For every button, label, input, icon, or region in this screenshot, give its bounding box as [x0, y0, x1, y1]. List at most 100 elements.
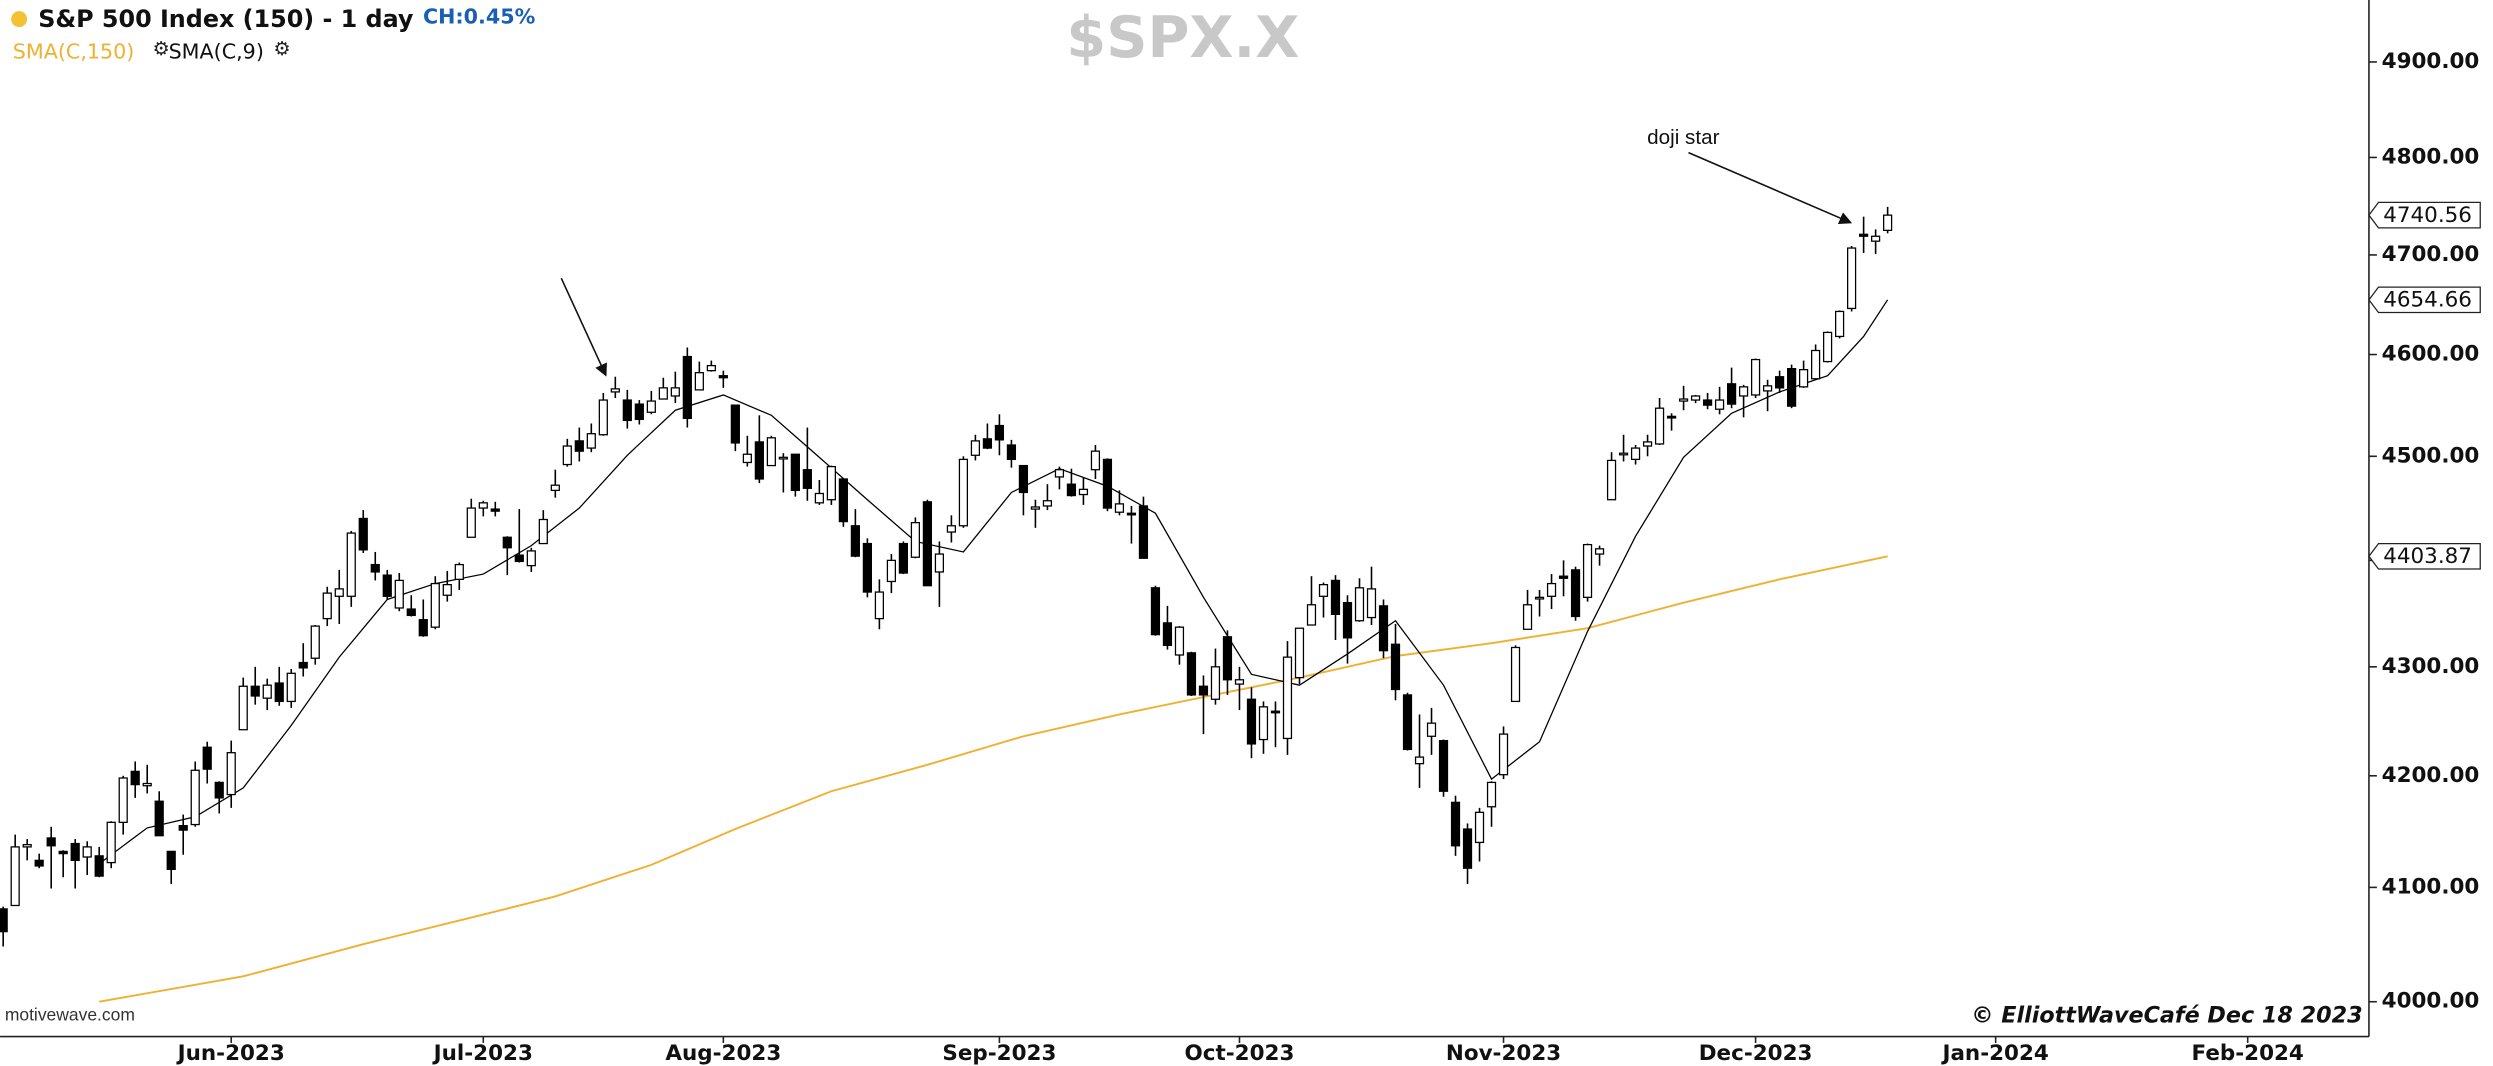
candle-body — [1126, 512, 1137, 516]
candle-body — [754, 441, 764, 480]
candle-body — [1450, 801, 1461, 847]
candle-body — [346, 532, 356, 597]
x-tick-label: Dec-2023 — [1699, 1041, 1813, 1066]
sma-tag: 4403.87 — [2383, 544, 2472, 569]
candle-body — [826, 465, 836, 501]
candle-body — [10, 846, 20, 907]
candle-body — [1774, 376, 1785, 389]
y-tick-label: 4600.00 — [2382, 342, 2480, 367]
watermark: motivewave.com — [5, 1005, 135, 1025]
candle-body — [1462, 828, 1473, 869]
candle-body — [922, 501, 933, 587]
gear-icon[interactable]: ⚙ — [153, 38, 170, 60]
sma-tag: 4654.66 — [2383, 288, 2472, 313]
candle-body — [1030, 506, 1041, 510]
candle-body — [1822, 331, 1833, 363]
candle-body — [274, 682, 284, 703]
candle-body — [1414, 756, 1425, 765]
candle-body — [1018, 464, 1029, 494]
candle-body — [1006, 444, 1017, 461]
candle-body — [958, 458, 969, 527]
candle-body — [250, 685, 260, 697]
y-tick-label: 4800.00 — [2382, 144, 2480, 169]
candle-body — [502, 536, 512, 549]
candle-body — [298, 661, 308, 669]
candle-body — [682, 355, 692, 420]
candle-body — [466, 507, 476, 538]
candle-body — [70, 842, 80, 861]
candle-body — [766, 437, 776, 467]
candle-body — [982, 438, 993, 449]
copyright: © ElliottWaveCafé Dec 18 2023 — [1971, 1002, 2362, 1028]
candle-body — [838, 478, 848, 523]
annotation: doji star — [1647, 126, 1719, 149]
candle-body — [1258, 706, 1269, 741]
candle-body — [778, 456, 788, 460]
candle-body — [1630, 447, 1641, 461]
candle-body — [1342, 602, 1353, 639]
y-tick-label: 4100.00 — [2382, 874, 2480, 899]
candle-body — [1883, 214, 1893, 232]
candle-body — [1486, 781, 1497, 808]
candle-body — [1438, 740, 1449, 792]
candle-body — [550, 484, 560, 492]
candle-body — [1330, 579, 1341, 615]
candle-body — [1666, 415, 1677, 419]
symbol-title: S&P 500 Index (150) - 1 day — [38, 5, 414, 33]
x-tick-label: Jun-2023 — [176, 1041, 285, 1066]
last-price-tag-box — [2368, 201, 2481, 229]
candle-body — [1642, 441, 1653, 447]
candle-body — [1714, 399, 1725, 410]
candle-body — [1594, 548, 1605, 555]
candle-body — [1582, 543, 1593, 598]
candle-body — [310, 625, 320, 659]
candle-body — [646, 400, 656, 413]
candle-body — [1474, 811, 1485, 844]
candle-body — [802, 469, 812, 489]
candle-body — [154, 800, 164, 837]
candle-body — [190, 769, 200, 826]
candle-body — [1234, 679, 1245, 685]
candle-body — [622, 399, 632, 422]
candle-body — [358, 517, 368, 551]
x-tick-label: Jan-2024 — [1940, 1041, 2048, 1066]
candle-body — [1174, 626, 1185, 656]
candle-body — [58, 850, 68, 855]
candle-body — [202, 746, 212, 770]
candle-body — [334, 588, 344, 597]
candle-body — [82, 846, 92, 858]
candle-body — [478, 502, 488, 509]
gear-icon[interactable]: ⚙ — [274, 38, 291, 60]
candle-body — [994, 424, 1005, 441]
candle-body — [526, 550, 536, 567]
candle-body — [1847, 247, 1857, 310]
y-tick-label: 4500.00 — [2382, 443, 2480, 468]
candle-body — [1726, 383, 1737, 405]
legend-sma150: SMA(C,150) — [13, 39, 135, 63]
candle-body — [1558, 575, 1569, 579]
candle-body — [1354, 587, 1365, 622]
candle-body — [946, 525, 957, 533]
y-tick-label: 4700.00 — [2382, 242, 2480, 267]
candle-body — [490, 508, 500, 512]
y-tick-label: 4000.00 — [2382, 989, 2480, 1014]
x-tick-label: Oct-2023 — [1185, 1041, 1295, 1066]
candle-body — [1402, 694, 1413, 751]
candle-body — [1510, 646, 1521, 703]
candle-body — [94, 855, 104, 877]
last-price-tag: 4740.56 — [2383, 203, 2472, 228]
legend-sma9: SMA(C,9) — [169, 39, 264, 63]
candle-body — [226, 752, 236, 796]
candle-body — [118, 777, 128, 823]
candle-body — [394, 579, 404, 609]
arrow — [1688, 151, 1853, 225]
y-tick-label: 4200.00 — [2382, 763, 2480, 788]
candle-body — [970, 440, 981, 456]
candle-body — [262, 684, 272, 699]
x-tick-label: Feb-2024 — [2192, 1041, 2304, 1066]
candle-body — [694, 372, 704, 391]
candle-body — [814, 492, 824, 504]
candle-body — [1546, 582, 1557, 597]
candle-body — [1522, 604, 1533, 630]
x-tick-label: Sep-2023 — [942, 1041, 1056, 1066]
